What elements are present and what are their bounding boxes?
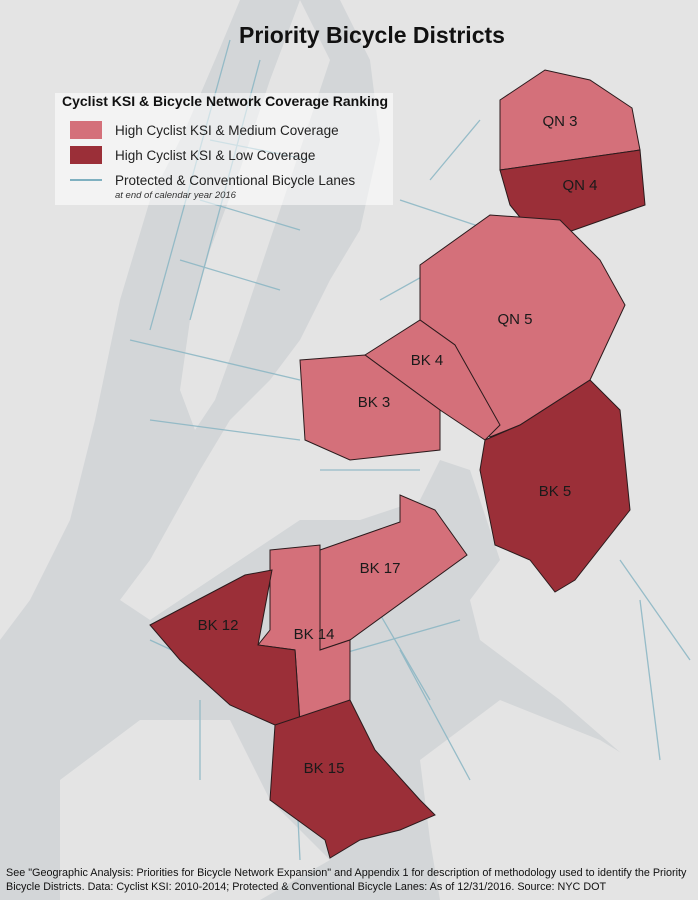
district-label: BK 12 xyxy=(198,617,239,634)
legend-title: Cyclist KSI & Bicycle Network Coverage R… xyxy=(62,93,388,109)
legend-label: High Cyclist KSI & Low Coverage xyxy=(115,148,315,163)
district-area xyxy=(269,699,436,859)
district-label: BK 17 xyxy=(360,560,401,577)
district-label: BK 5 xyxy=(539,483,572,500)
district-label: BK 4 xyxy=(411,352,444,369)
legend-swatch xyxy=(70,121,102,139)
map-title: Priority Bicycle Districts xyxy=(239,22,505,48)
legend-label: High Cyclist KSI & Medium Coverage xyxy=(115,123,339,138)
land-staten xyxy=(60,720,330,900)
district-label: QN 5 xyxy=(497,311,532,328)
district-label: BK 3 xyxy=(358,394,391,411)
district-label: BK 14 xyxy=(294,626,335,643)
district-label: QN 3 xyxy=(542,113,577,130)
legend-note: at end of calendar year 2016 xyxy=(115,190,237,201)
district-label: QN 4 xyxy=(562,177,597,194)
districts: QN 3 QN 4 QN 5 BK 4 BK 3 BK 5 BK 17 BK 14 BK 12 B… xyxy=(149,69,646,859)
district-area xyxy=(149,569,301,726)
footnote: See "Geographic Analysis: Priorities for… xyxy=(6,867,687,879)
legend-swatch xyxy=(70,146,102,164)
land-rockaway xyxy=(420,700,698,900)
district-area xyxy=(479,379,631,593)
district-area xyxy=(299,354,441,461)
footnote: Bicycle Districts. Data: Cyclist KSI: 20… xyxy=(6,881,607,893)
district-label: BK 15 xyxy=(304,760,345,777)
legend-box xyxy=(55,93,393,205)
legend-label: Protected & Conventional Bicycle Lanes xyxy=(115,173,355,188)
